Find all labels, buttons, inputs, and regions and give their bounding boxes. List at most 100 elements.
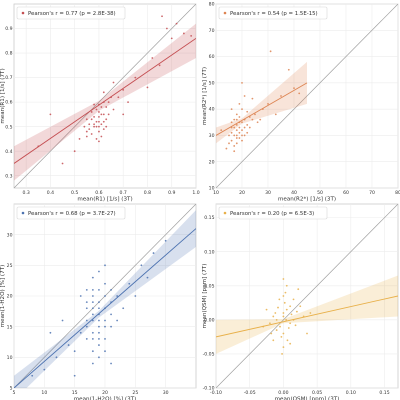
data-point <box>73 350 76 353</box>
data-point <box>238 131 241 134</box>
confidence-band <box>14 210 196 388</box>
data-point <box>248 126 251 129</box>
data-point <box>98 270 100 273</box>
data-point <box>49 113 52 116</box>
x-axis-label: mean(QSM) [ppm] (3T) <box>275 397 340 400</box>
data-point <box>287 327 290 329</box>
data-point <box>91 301 94 304</box>
data-point <box>278 298 281 301</box>
data-point <box>246 131 249 134</box>
data-point <box>79 295 82 297</box>
data-point <box>175 22 178 25</box>
y-tick-label: 50 <box>209 80 215 86</box>
data-point <box>112 81 115 84</box>
regression-line <box>216 295 398 338</box>
data-point <box>272 339 275 342</box>
data-point <box>85 135 88 138</box>
data-point <box>98 331 100 334</box>
data-point <box>95 120 98 123</box>
data-point <box>105 106 108 108</box>
data-point <box>254 113 256 116</box>
data-point <box>235 137 238 139</box>
y-tick-label: 15 <box>7 324 13 330</box>
data-point <box>110 313 112 316</box>
x-tick-label: 15 <box>72 390 78 396</box>
x-tick-label: 1.0 <box>192 190 199 196</box>
data-point <box>85 130 88 133</box>
data-point <box>228 134 230 137</box>
data-point <box>104 350 106 353</box>
data-point <box>98 307 100 310</box>
data-point <box>243 95 246 97</box>
y-axis-label: mean(R1) [1/s] (7T) <box>0 68 6 123</box>
data-point <box>98 344 100 346</box>
data-point <box>309 312 312 314</box>
data-point <box>275 318 278 321</box>
data-point <box>91 307 94 310</box>
data-point <box>251 118 254 121</box>
x-tick-label: 0.15 <box>379 390 389 396</box>
x-tick-label: -0.10 <box>210 390 222 396</box>
x-tick-label: 0.05 <box>312 390 322 396</box>
x-tick-label: 60 <box>343 190 349 196</box>
y-tick-label: 60 <box>209 54 215 60</box>
data-point <box>286 339 289 342</box>
data-point <box>93 115 95 118</box>
x-tick-label: 80 <box>395 190 400 196</box>
data-point <box>91 276 94 279</box>
legend-box <box>16 6 126 20</box>
y-tick-label: 0.7 <box>5 75 12 81</box>
data-point <box>243 134 246 137</box>
y-tick-label: 10 <box>209 186 215 192</box>
data-point <box>91 288 94 291</box>
data-point <box>241 134 243 137</box>
legend: Pearson's r = 0.77 (p = 2.8E-38) <box>16 6 126 20</box>
regression-line <box>14 228 196 388</box>
x-tick-label: 0.00 <box>278 390 288 396</box>
chart-panel-4: -0.10 -0.05 0.00 0.05 0.10 0.15 -0.10 -0.05 0.00… <box>202 203 399 400</box>
data-point <box>284 291 287 294</box>
y-tick-label: 0.9 <box>5 26 12 32</box>
legend: Pearson's r = 0.68 (p = 3.7E-27) <box>16 206 126 220</box>
y-tick-label: 0.8 <box>5 51 12 57</box>
data-point <box>117 96 120 99</box>
data-point <box>88 128 91 131</box>
data-point <box>104 264 106 267</box>
x-tick-label: 70 <box>369 190 375 196</box>
data-point <box>235 142 238 145</box>
data-point <box>146 276 149 279</box>
data-point <box>246 124 249 126</box>
x-tick-label: 0.8 <box>144 190 151 196</box>
y-tick-label: -0.05 <box>203 352 215 358</box>
data-point <box>116 319 119 322</box>
legend-marker <box>21 211 25 215</box>
data-point <box>98 338 100 340</box>
data-point <box>93 125 95 128</box>
confidence-band <box>14 23 196 181</box>
data-point <box>100 113 103 116</box>
x-tick-label: 20 <box>239 190 245 196</box>
x-tick-label: 40 <box>291 190 297 196</box>
y-tick-label: 70 <box>209 28 215 34</box>
data-point <box>78 138 81 140</box>
y-tick-label: 0.4 <box>5 149 12 155</box>
data-point <box>259 118 262 121</box>
data-point <box>90 111 93 113</box>
x-tick-label: 30 <box>163 390 169 396</box>
data-point <box>98 120 100 123</box>
data-point <box>104 295 106 297</box>
data-point <box>280 335 283 338</box>
data-point <box>128 282 131 285</box>
data-point <box>238 126 241 129</box>
data-point <box>280 95 282 97</box>
data-point <box>85 118 88 121</box>
plot-content <box>14 4 196 188</box>
legend-label: Pearson's r = 0.68 (p = 3.7E-27) <box>28 211 116 217</box>
data-point <box>98 288 100 291</box>
data-point <box>98 301 100 304</box>
data-point <box>233 150 236 153</box>
data-point <box>170 37 173 40</box>
data-point <box>104 325 106 328</box>
y-tick-label: 0.05 <box>204 283 214 289</box>
